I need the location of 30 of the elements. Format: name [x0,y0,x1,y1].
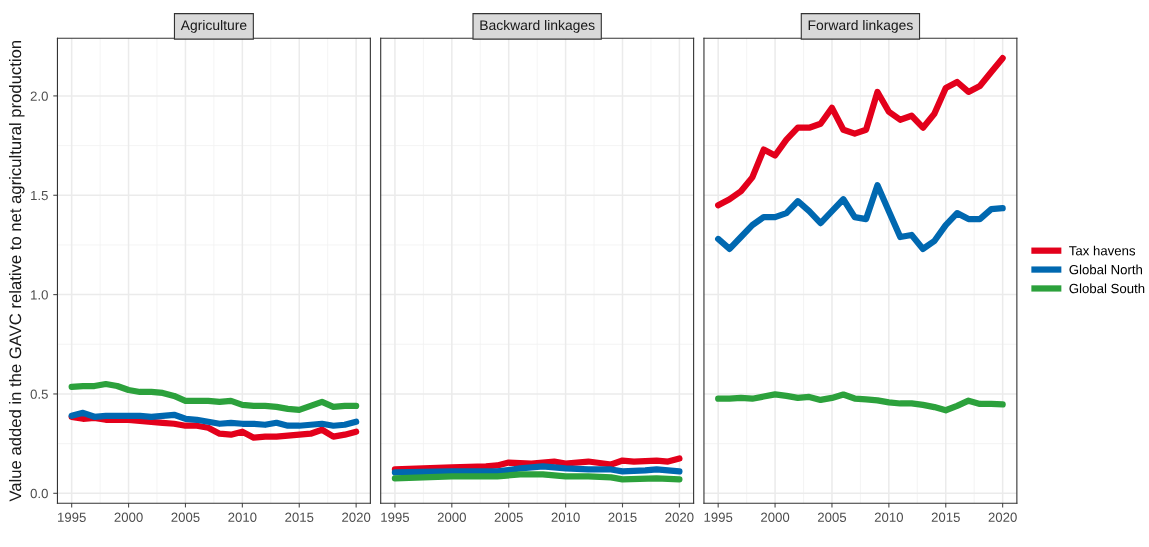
x-tick-label: 2000 [114,512,143,522]
y-axis-title: Value added in the GAVC relative to net agricultural production [8,40,25,502]
y-tick-label: 0.5 [30,389,48,399]
y-tick-label: 0.0 [30,488,48,499]
x-tick-label: 2005 [171,512,200,522]
x-tick-label: 2000 [761,512,790,522]
x-tick-label: 2020 [342,512,371,522]
x-tick-label: 2015 [608,512,637,522]
x-tick-label: 2015 [285,512,314,522]
x-tick-label: 2010 [874,512,904,522]
chart-title: Backward linkages [480,19,595,33]
x-tick-label: 2010 [551,512,580,522]
x-tick-label: 1995 [704,512,733,522]
x-tick-label: 1995 [381,512,410,522]
y-tick-label: 2.0 [30,91,48,101]
chart-title: Forward linkages [808,19,913,33]
chart-title: Agriculture [180,19,247,33]
x-tick-label: 2005 [817,512,847,522]
x-tick-label: 2020 [665,512,694,522]
y-tick-label: 1.0 [31,290,48,300]
x-tick-label: 2010 [228,512,257,522]
x-tick-label: 2015 [931,512,960,522]
legend-label: Tax havens [1069,245,1136,256]
x-tick-label: 2005 [494,512,523,522]
x-tick-label: 1995 [58,512,86,522]
x-tick-label: 2000 [437,512,466,522]
legend-label: Global South [1069,283,1145,294]
legend-label: Global North [1069,264,1142,275]
y-tick-label: 1.5 [31,190,48,201]
x-tick-label: 2020 [988,512,1017,522]
